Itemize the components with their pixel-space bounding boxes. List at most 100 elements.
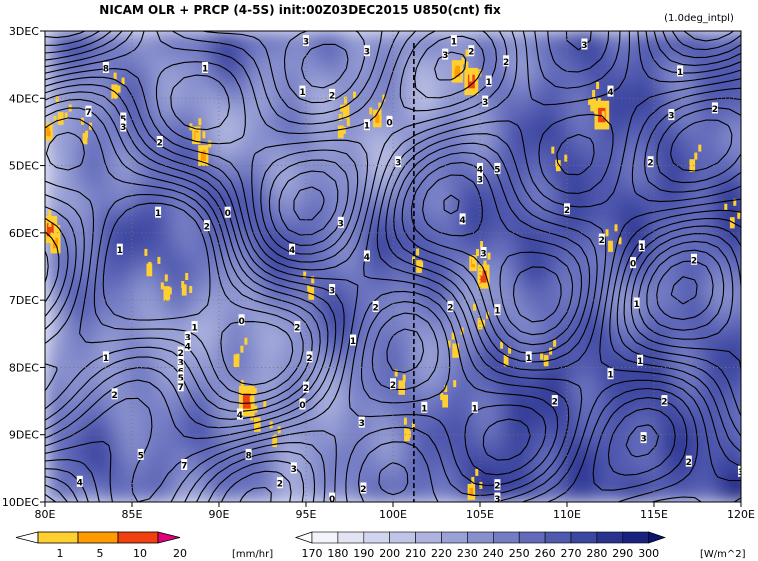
olr-cell (699, 476, 714, 486)
olr-cell (615, 342, 631, 352)
olr-cell (518, 485, 533, 495)
olr-cell (379, 342, 394, 352)
olr-cell (546, 476, 561, 486)
olr-cell (114, 485, 130, 495)
olr-cell (657, 342, 672, 352)
olr-cell (476, 89, 491, 99)
olr-cell (309, 459, 324, 469)
olr-cell (629, 359, 645, 368)
precip-colorbar-unit: [mm/hr] (232, 549, 273, 560)
olr-cell (420, 325, 436, 335)
olr-cell (615, 451, 631, 461)
olr-cell (295, 31, 311, 40)
olr-cell (323, 47, 338, 57)
olr-cell (476, 81, 491, 91)
olr-cell (170, 56, 185, 66)
olr-cell (741, 267, 756, 276)
olr-cell (657, 258, 672, 268)
olr-cell (406, 31, 422, 40)
olr-cell (198, 476, 213, 486)
olr-cell (170, 333, 185, 343)
olr-cell (253, 451, 269, 461)
olr-cell (574, 148, 589, 158)
olr-cell (490, 443, 505, 453)
olr-cell (239, 241, 255, 251)
olr-cell (643, 283, 659, 293)
olr-cell (379, 468, 394, 478)
contour-label-bg (485, 75, 492, 87)
olr-cell (128, 409, 143, 419)
olr-cell (86, 31, 102, 40)
olr-cell (253, 468, 269, 478)
precip-speck (605, 229, 609, 237)
olr-cell (587, 325, 603, 335)
olr-cell (601, 384, 617, 394)
olr-cell (727, 182, 741, 192)
olr-cell (643, 56, 659, 66)
x-tick-label: 115E (640, 508, 668, 521)
olr-cell (699, 148, 714, 158)
olr-cell (337, 451, 352, 461)
olr-cell (142, 375, 157, 385)
olr-cell (713, 342, 728, 352)
olr-cell (184, 266, 199, 276)
olr-cell (685, 359, 700, 368)
olr-cell (713, 300, 728, 310)
olr-cell (170, 451, 185, 461)
contour-label: 3 (178, 356, 184, 369)
olr-cell (532, 232, 547, 242)
olr-cell (337, 266, 352, 276)
olr-cell (309, 131, 324, 141)
olr-cell (351, 409, 366, 419)
contour-label-bg (638, 240, 645, 252)
olr-cell (713, 476, 728, 486)
olr-cell (100, 283, 116, 293)
olr-cell (685, 409, 700, 419)
olr-cell (226, 115, 241, 125)
olr-cell (212, 56, 227, 66)
olr-cell (72, 182, 88, 192)
olr-cell (351, 493, 366, 502)
olr-cell (337, 417, 352, 427)
contour-label: 1 (677, 65, 683, 78)
olr-cell (574, 123, 589, 133)
olr-cell (337, 300, 352, 310)
olr-cell (156, 190, 171, 200)
olr-cell (601, 174, 617, 183)
olr-cell (518, 140, 533, 150)
olr-cell (490, 266, 505, 276)
contour-label: 5 (120, 112, 126, 125)
olr-cell (281, 266, 297, 276)
olr-cell (462, 459, 478, 469)
olr-cell (587, 131, 603, 141)
olr-cell (281, 190, 297, 200)
olr-cell (86, 485, 102, 495)
y-tick-label: 8DEC (9, 361, 39, 374)
olr-cell (309, 325, 324, 335)
olr-cell (434, 367, 450, 377)
olr-cell (184, 476, 199, 486)
olr-cell (476, 241, 491, 251)
contour-label-text: 2 (712, 105, 718, 115)
olr-cell (490, 451, 505, 461)
olr-cell (406, 165, 422, 175)
olr-cell (226, 401, 241, 411)
olr-cell (532, 308, 547, 318)
contour-label: 4 (607, 85, 614, 98)
olr-cell (114, 401, 130, 411)
contour-label-bg (294, 321, 301, 333)
olr-cell (309, 350, 324, 360)
olr-cell (253, 258, 269, 268)
olr-cell (713, 182, 728, 192)
olr-cell (574, 140, 589, 150)
olr-cell (58, 359, 74, 368)
contour-label: 0 (225, 206, 231, 219)
olr-cell (309, 148, 324, 158)
olr-cell (546, 451, 561, 461)
olr-cell (351, 485, 366, 495)
olr-cell (323, 443, 338, 453)
contour-label-bg (450, 35, 457, 47)
contour-label-text: 4 (185, 342, 191, 352)
olr-cell (156, 232, 171, 242)
olr-cell (476, 333, 491, 343)
